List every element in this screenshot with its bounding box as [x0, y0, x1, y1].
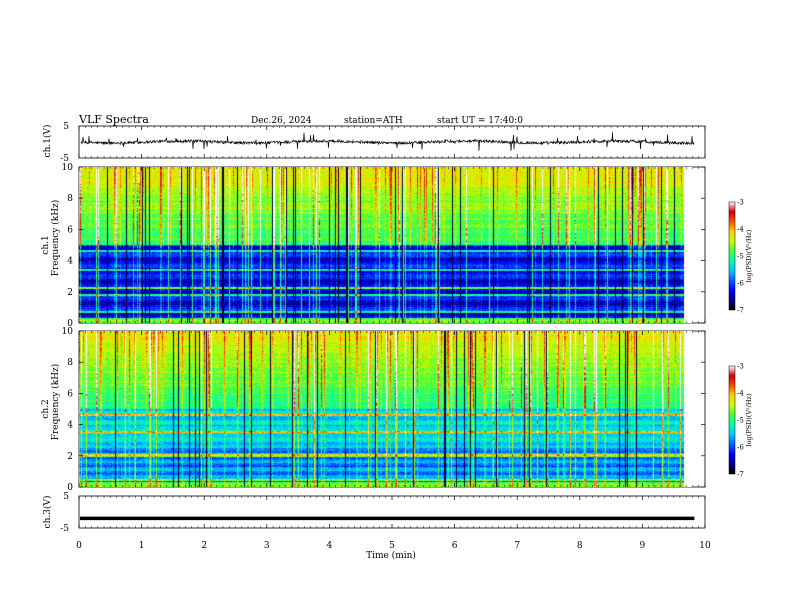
- date-label: Dec.26, 2024: [251, 116, 312, 126]
- x-tick-label: 10: [699, 541, 711, 551]
- y-tick-label: 8: [67, 358, 73, 368]
- y-tick-label: 2: [67, 288, 73, 298]
- x-tick-label: 5: [389, 541, 395, 551]
- colorbar-ch2: [728, 365, 736, 475]
- colorbar-tick-label: -5: [737, 253, 744, 261]
- colorbar-tick-label: -7: [737, 471, 744, 479]
- ch2-spectrogram-image: [79, 331, 693, 487]
- y-tick-label: -5: [60, 524, 69, 534]
- x-tick-label: 9: [640, 541, 646, 551]
- start-time-label: start UT = 17:40:0: [437, 116, 523, 126]
- x-tick-label: 2: [201, 541, 207, 551]
- ch1-spectrogram-channel-label: ch.1: [41, 235, 51, 254]
- ch1-spectrogram-image: [79, 167, 693, 323]
- colorbar-tick-label: -4: [737, 226, 744, 234]
- figure-title: VLF Spectra: [78, 113, 149, 126]
- x-tick-label: 4: [327, 541, 333, 551]
- y-tick-label: 4: [67, 257, 73, 267]
- ch2-colorbar-label: log(PSD)(V²/Hz): [745, 393, 753, 446]
- station-label: station=ATH: [344, 116, 403, 126]
- colorbar-tick-label: -3: [737, 199, 744, 207]
- y-tick-label: 5: [63, 492, 69, 502]
- colorbar-ch1: [728, 201, 736, 311]
- ch1-waveform-line: [80, 132, 695, 151]
- colorbar-tick-label: -6: [737, 280, 744, 288]
- y-tick-label: 0: [67, 319, 73, 329]
- ch1-waveform-ylabel: ch.1(V): [42, 125, 53, 158]
- colorbar-tick-label: -3: [737, 363, 744, 371]
- x-tick-label: 8: [577, 541, 583, 551]
- x-tick-label: 3: [264, 541, 270, 551]
- colorbar-tick-label: -7: [737, 307, 744, 315]
- x-tick-label: 7: [514, 541, 520, 551]
- y-tick-label: 4: [67, 421, 73, 431]
- colorbar-tick-label: -6: [737, 444, 744, 452]
- frame-w3: [78, 495, 706, 529]
- ch1-spectrogram-ylabel: Frequency (kHz): [50, 200, 61, 277]
- x-tick-label: 1: [139, 541, 145, 551]
- y-tick-label: 10: [62, 163, 74, 173]
- ch1-waveform-panel: [80, 132, 695, 151]
- colorbar-tick-label: -5: [737, 417, 744, 425]
- ch2-spectrogram-channel-label: ch.2: [41, 399, 51, 418]
- x-tick-label: 0: [76, 541, 82, 551]
- y-tick-label: 2: [67, 452, 73, 462]
- y-tick-label: 6: [67, 225, 73, 235]
- y-tick-label: 6: [67, 389, 73, 399]
- colorbars: -3 -4 -5 -6 -7 -3 -4 -5 -6 -7: [728, 199, 744, 479]
- y-tick-label: 5: [63, 122, 69, 132]
- ch3-waveform-ylabel: ch.3(V): [42, 496, 53, 529]
- y-tick-label: 0: [67, 483, 73, 493]
- y-tick-label: 10: [62, 327, 74, 337]
- y-tick-label: 8: [67, 194, 73, 204]
- colorbar-tick-label: -4: [737, 390, 744, 398]
- x-axis-label: Time (min): [366, 550, 416, 561]
- y-tick-label: -5: [60, 154, 69, 164]
- ch2-spectrogram-ylabel: Frequency (kHz): [50, 364, 61, 441]
- ch1-colorbar-label: log(PSD)(V²/Hz): [745, 229, 753, 282]
- x-tick-label: 6: [452, 541, 458, 551]
